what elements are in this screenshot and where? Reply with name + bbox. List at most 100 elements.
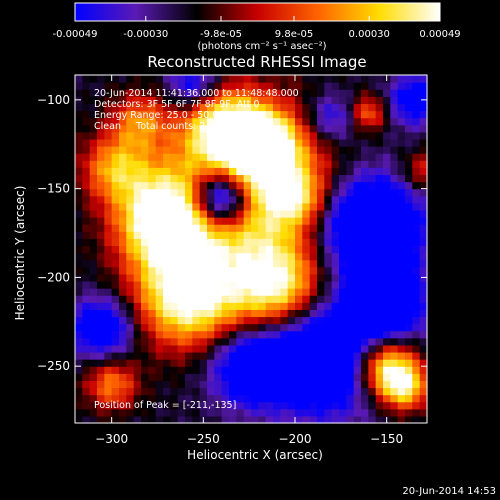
- heatmap-cell: [317, 231, 325, 239]
- heatmap-cell: [119, 202, 127, 211]
- heatmap-cell: [75, 238, 83, 247]
- heatmap-cell: [111, 217, 120, 225]
- heatmap-cell: [104, 323, 113, 332]
- heatmap-cell: [280, 280, 289, 289]
- heatmap-cell: [331, 337, 340, 346]
- heatmap-cell: [397, 75, 406, 83]
- heatmap-cell: [243, 359, 252, 367]
- heatmap-cell: [419, 160, 428, 168]
- heatmap-cell: [192, 394, 201, 403]
- heatmap-cell: [331, 245, 340, 254]
- heatmap-cell: [148, 174, 157, 183]
- heatmap-cell: [397, 373, 406, 381]
- heatmap-cell: [295, 195, 303, 204]
- heatmap-cell: [287, 245, 296, 254]
- heatmap-cell: [258, 309, 267, 318]
- heatmap-cell: [177, 387, 186, 396]
- heatmap-cell: [229, 252, 237, 261]
- heatmap-cell: [346, 195, 355, 204]
- heatmap-cell: [317, 96, 325, 105]
- heatmap-cell: [412, 181, 421, 190]
- heatmap-cell: [177, 124, 186, 133]
- heatmap-cell: [111, 181, 120, 190]
- heatmap-cell: [207, 245, 215, 254]
- heatmap-cell: [302, 202, 311, 211]
- heatmap-cell: [236, 160, 245, 168]
- heatmap-cell: [89, 288, 98, 296]
- heatmap-cell: [346, 302, 355, 310]
- heatmap-cell: [361, 117, 369, 126]
- heatmap-cell: [324, 181, 333, 190]
- heatmap-cell: [155, 217, 164, 225]
- heatmap-cell: [119, 89, 127, 97]
- heatmap-cell: [383, 146, 391, 154]
- heatmap-cell: [302, 167, 311, 176]
- heatmap-cell: [82, 309, 91, 318]
- heatmap-cell: [141, 288, 149, 296]
- heatmap-cell: [397, 181, 406, 190]
- heatmap-cell: [141, 75, 149, 83]
- heatmap-cell: [309, 373, 318, 381]
- heatmap-cell: [339, 110, 347, 119]
- heatmap-cell: [170, 231, 179, 239]
- heatmap-cell: [214, 295, 223, 303]
- heatmap-cell: [273, 316, 281, 325]
- heatmap-cell: [295, 337, 303, 346]
- heatmap-cell: [302, 394, 311, 403]
- heatmap-cell: [339, 359, 347, 367]
- heatmap-cell: [258, 238, 267, 247]
- heatmap-cell: [324, 96, 333, 105]
- heatmap-cell: [214, 273, 223, 282]
- heatmap-cell: [251, 188, 259, 197]
- heatmap-cell: [273, 373, 281, 381]
- heatmap-cell: [287, 302, 296, 310]
- heatmap-cell: [265, 117, 274, 126]
- heatmap-cell: [214, 181, 223, 190]
- heatmap-cell: [419, 245, 428, 254]
- heatmap-cell: [177, 195, 186, 204]
- heatmap-cell: [251, 387, 259, 396]
- heatmap-cell: [111, 96, 120, 105]
- heatmap-cell: [287, 181, 296, 190]
- heatmap-cell: [353, 401, 362, 410]
- heatmap-cell: [155, 408, 164, 417]
- heatmap-cell: [155, 153, 164, 161]
- heatmap-cell: [214, 344, 223, 353]
- colorbar-tick-label: -0.00030: [123, 29, 168, 40]
- heatmap-cell: [339, 380, 347, 389]
- heatmap-cell: [309, 117, 318, 126]
- heatmap-cell: [185, 146, 193, 154]
- heatmap-cell: [236, 337, 245, 346]
- heatmap-cell: [119, 124, 127, 133]
- heatmap-cell: [353, 181, 362, 190]
- heatmap-cell: [126, 266, 135, 275]
- heatmap-cell: [405, 359, 413, 367]
- heatmap-cell: [339, 167, 347, 176]
- heatmap-cell: [331, 217, 340, 225]
- heatmap-cell: [287, 344, 296, 353]
- heatmap-cell: [331, 96, 340, 105]
- heatmap-cell: [148, 217, 157, 225]
- heatmap-cell: [258, 366, 267, 374]
- heatmap-cell: [177, 202, 186, 211]
- heatmap-cell: [207, 146, 215, 154]
- heatmap-cell: [317, 103, 325, 112]
- heatmap-cell: [75, 323, 83, 332]
- heatmap-cell: [309, 394, 318, 403]
- heatmap-cell: [229, 408, 237, 417]
- heatmap-cell: [185, 82, 193, 90]
- heatmap-cell: [368, 160, 377, 168]
- heatmap-cell: [89, 359, 98, 367]
- heatmap-cell: [346, 337, 355, 346]
- heatmap-cell: [229, 209, 237, 218]
- heatmap-cell: [177, 302, 186, 310]
- heatmap-cell: [185, 323, 193, 332]
- heatmap-cell: [419, 110, 428, 119]
- heatmap-cell: [287, 387, 296, 396]
- heatmap-cell: [133, 337, 142, 346]
- heatmap-cell: [177, 295, 186, 303]
- heatmap-cell: [97, 344, 105, 353]
- heatmap-cell: [412, 387, 421, 396]
- heatmap-cell: [141, 146, 149, 154]
- heatmap-cell: [177, 188, 186, 197]
